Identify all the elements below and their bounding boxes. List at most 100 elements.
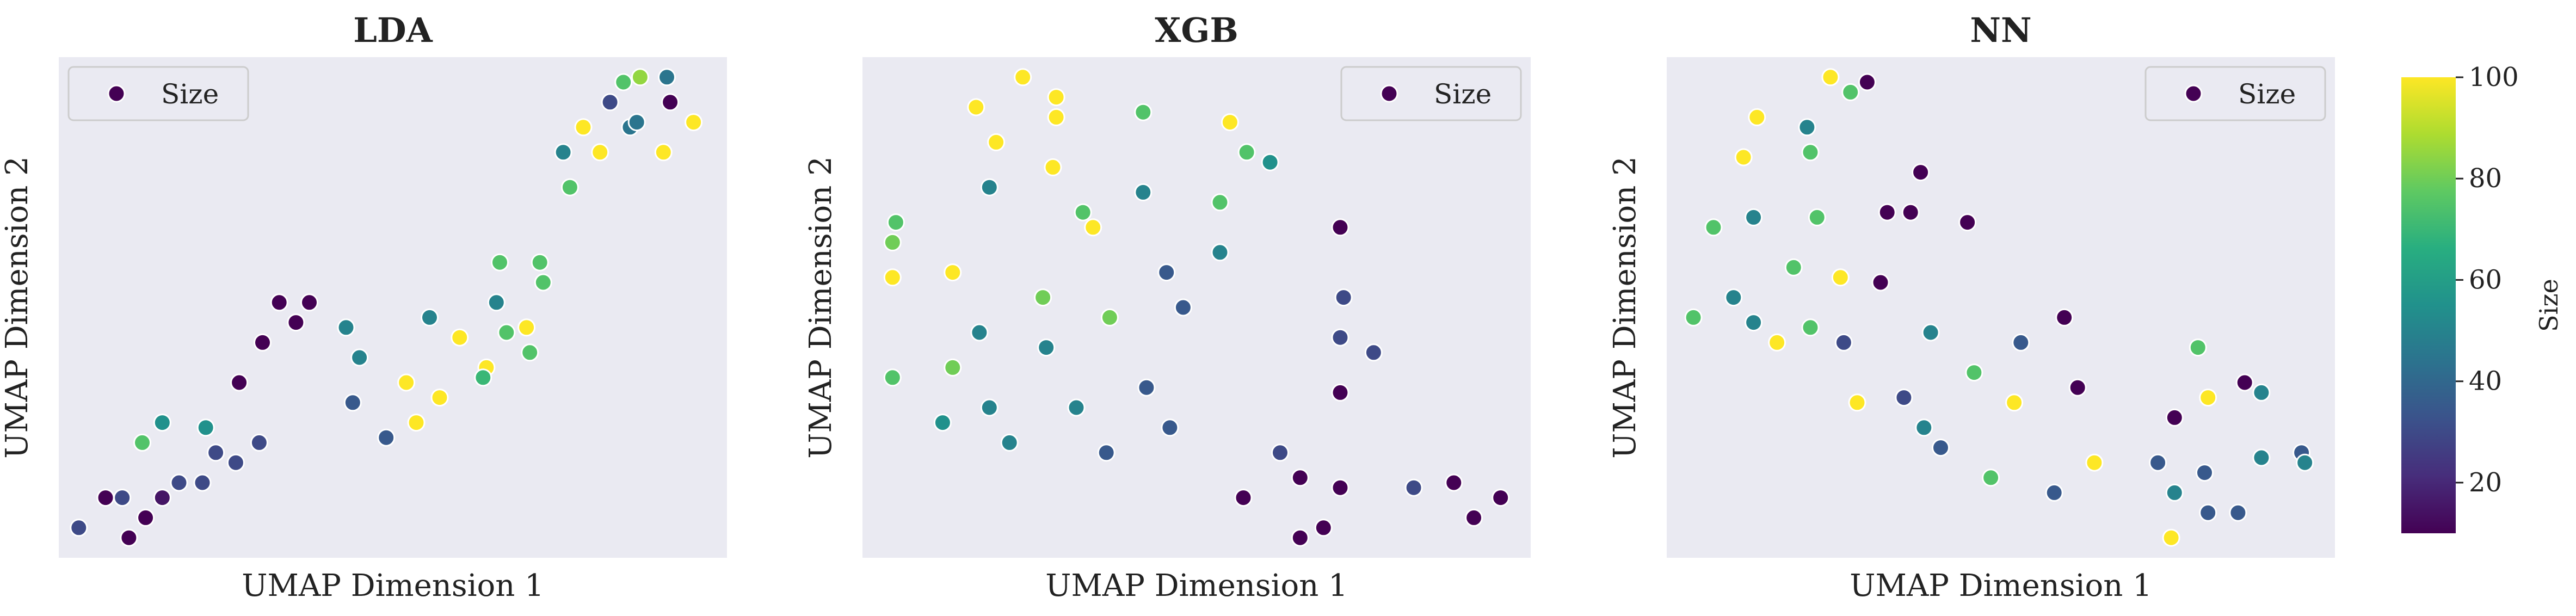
- scatter-point: [987, 133, 1006, 151]
- scatter-point: [531, 253, 549, 272]
- x-axis-label: UMAP Dimension 1: [1045, 568, 1347, 603]
- scatter-point: [1364, 343, 1383, 362]
- scatter-point: [658, 68, 676, 87]
- scatter-point: [883, 233, 902, 251]
- scatter-point: [1000, 433, 1019, 452]
- scatter-point: [1858, 73, 1876, 91]
- scatter-point: [1097, 443, 1116, 462]
- scatter-point: [300, 293, 318, 312]
- scatter-point: [1234, 489, 1253, 507]
- scatter-point: [661, 93, 680, 112]
- legend-box: [67, 66, 249, 121]
- scatter-point: [350, 348, 369, 367]
- scatter-point: [70, 519, 88, 537]
- scatter-point: [451, 328, 469, 347]
- scatter-point: [1768, 333, 1786, 352]
- scatter-point: [2005, 393, 2024, 412]
- scatter-point: [1871, 273, 1890, 292]
- scatter-point: [591, 143, 609, 162]
- scatter-point: [1161, 418, 1179, 437]
- legend-label: Size: [161, 78, 219, 110]
- legend-marker: [1380, 84, 1398, 103]
- colorbar-tick-label: 40: [2469, 366, 2502, 397]
- legend-marker: [2184, 84, 2203, 103]
- scatter-point: [1067, 398, 1086, 417]
- scatter-point: [96, 489, 115, 507]
- scatter-point: [1958, 213, 1977, 232]
- scatter-point: [270, 293, 288, 312]
- scatter-points: [883, 68, 1510, 547]
- scatter-point: [1211, 243, 1229, 262]
- scatter-point: [517, 318, 536, 337]
- scatter-point: [497, 323, 516, 342]
- scatter-point: [1404, 478, 1423, 497]
- scatter-point: [1314, 519, 1333, 537]
- scatter-point: [1734, 148, 1753, 167]
- scatter-point: [1211, 193, 1229, 212]
- scatter-point: [685, 113, 703, 132]
- scatter-point: [343, 393, 362, 412]
- scatter-point: [534, 273, 552, 292]
- scatter-point: [1331, 328, 1349, 347]
- colorbar-tick-label: 80: [2469, 163, 2502, 194]
- scatter-point: [2068, 378, 2087, 397]
- scatter-point: [397, 373, 416, 392]
- scatter-point: [2229, 503, 2247, 522]
- legend-marker: [107, 84, 126, 103]
- scatter-point: [560, 178, 579, 196]
- scatter-point: [1982, 469, 2000, 487]
- scatter-point: [944, 263, 962, 282]
- scatter-point: [421, 308, 439, 327]
- scatter-point: [980, 398, 999, 417]
- legend: Size: [2144, 66, 2326, 121]
- scatter-point: [1492, 489, 1510, 507]
- panel-xgb: XGB UMAP Dimension 1 UMAP Dimension 2 Size: [803, 10, 1531, 603]
- scatter-point: [153, 489, 171, 507]
- scatter-point: [137, 508, 155, 527]
- scatter-point: [1932, 439, 1950, 457]
- scatter-point: [1808, 208, 1826, 226]
- scatter-point: [2296, 453, 2314, 472]
- scatter-point: [574, 118, 593, 137]
- scatter-point: [1221, 113, 1239, 132]
- scatter-point: [967, 98, 985, 116]
- panel-nn: NN UMAP Dimension 1 UMAP Dimension 2 Size: [1607, 10, 2335, 603]
- scatter-point: [1037, 338, 1056, 357]
- scatter-point: [1237, 143, 1256, 162]
- legend-box: [2144, 66, 2326, 121]
- scatter-point: [554, 143, 572, 162]
- scatter-point: [883, 268, 902, 287]
- scatter-point: [2085, 453, 2104, 472]
- scatter-point: [1745, 208, 1763, 226]
- x-axis-label: UMAP Dimension 1: [1850, 568, 2152, 603]
- scatter-point: [1912, 163, 1930, 182]
- scatter-point: [153, 414, 171, 432]
- plot-area: [1667, 57, 2335, 558]
- scatter-point: [1291, 469, 1309, 487]
- scatter-point: [1034, 288, 1052, 307]
- chart-title: NN: [1970, 10, 2031, 50]
- scatter-point: [1801, 318, 1820, 337]
- scatter-point: [170, 473, 188, 492]
- plot-area: [59, 57, 727, 558]
- colorbar-gradient: [2401, 77, 2456, 533]
- colorbar-tick-label: 20: [2469, 467, 2502, 498]
- scatter-point: [1834, 333, 1853, 352]
- scatter-point: [474, 368, 492, 387]
- scatter-point: [287, 313, 305, 332]
- scatter-point: [133, 433, 151, 452]
- chart-title: XGB: [1155, 10, 1238, 50]
- scatter-point: [1895, 389, 1913, 407]
- legend-label: Size: [1434, 78, 1492, 110]
- scatter-point: [2252, 448, 2271, 467]
- scatter-point: [1748, 108, 1766, 126]
- scatter-point: [113, 489, 132, 507]
- scatter-point: [1901, 203, 1920, 221]
- scatter-point: [377, 428, 396, 447]
- scatter-point: [1831, 268, 1850, 287]
- scatter-point: [1848, 393, 1866, 412]
- scatter-point: [2189, 338, 2207, 357]
- scatter-point: [1074, 203, 1092, 221]
- scatter-point: [1084, 218, 1102, 237]
- scatter-point: [614, 73, 633, 91]
